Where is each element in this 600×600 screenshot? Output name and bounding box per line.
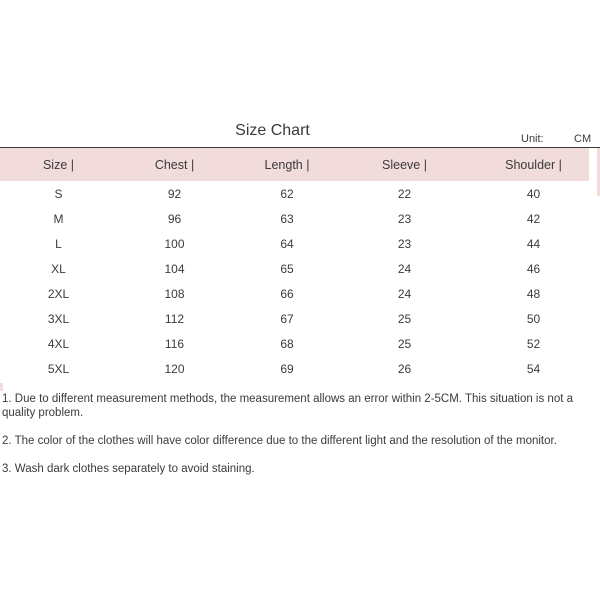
column-header-chest: Chest | — [117, 148, 232, 181]
shoulder-cell: 50 — [467, 306, 600, 331]
chest-cell: 92 — [117, 181, 232, 206]
table-header-row: Size | Chest | Length | Sleeve | Shoulde… — [0, 148, 600, 181]
table-row: 5XL 120 69 26 54 — [0, 356, 600, 381]
chest-cell: 108 — [117, 281, 232, 306]
length-cell: 68 — [232, 331, 342, 356]
sleeve-cell: 25 — [342, 331, 467, 356]
column-header-length: Length | — [232, 148, 342, 181]
shoulder-cell: 46 — [467, 256, 600, 281]
table-row: M 96 63 23 42 — [0, 206, 600, 231]
size-cell: S — [0, 181, 117, 206]
sleeve-cell: 24 — [342, 281, 467, 306]
table-row: 3XL 112 67 25 50 — [0, 306, 600, 331]
shoulder-cell: 44 — [467, 231, 600, 256]
column-header-shoulder: Shoulder | — [467, 148, 600, 181]
chest-cell: 104 — [117, 256, 232, 281]
size-cell: 2XL — [0, 281, 117, 306]
sleeve-cell: 26 — [342, 356, 467, 381]
length-cell: 62 — [232, 181, 342, 206]
sleeve-cell: 25 — [342, 306, 467, 331]
page-title: Size Chart — [235, 122, 310, 139]
sleeve-cell: 24 — [342, 256, 467, 281]
header-band-gap — [589, 148, 597, 181]
shoulder-cell: 54 — [467, 356, 600, 381]
note-3: 3. Wash dark clothes separately to avoid… — [2, 463, 255, 475]
shoulder-cell: 40 — [467, 181, 600, 206]
note-1: 1. Due to different measurement methods,… — [2, 393, 574, 419]
chest-cell: 120 — [117, 356, 232, 381]
right-edge-artifact — [597, 148, 600, 196]
table-row: L 100 64 23 44 — [0, 231, 600, 256]
column-header-size: Size | — [0, 148, 117, 181]
chest-cell: 100 — [117, 231, 232, 256]
size-cell: M — [0, 206, 117, 231]
shoulder-cell: 48 — [467, 281, 600, 306]
unit-label: Unit: — [521, 133, 544, 145]
size-cell: 4XL — [0, 331, 117, 356]
left-edge-artifact — [0, 383, 3, 391]
column-header-sleeve: Sleeve | — [342, 148, 467, 181]
length-cell: 65 — [232, 256, 342, 281]
unit-value: CM — [574, 133, 592, 145]
table-row: S 92 62 22 40 — [0, 181, 600, 206]
note-2: 2. The color of the clothes will have co… — [2, 435, 557, 447]
header-divider — [0, 147, 600, 148]
notes-section: 1. Due to different measurement methods,… — [2, 392, 600, 490]
table-row: XL 104 65 24 46 — [0, 256, 600, 281]
length-cell: 67 — [232, 306, 342, 331]
sleeve-cell: 23 — [342, 206, 467, 231]
chest-cell: 112 — [117, 306, 232, 331]
length-cell: 63 — [232, 206, 342, 231]
chest-cell: 116 — [117, 331, 232, 356]
table-row: 2XL 108 66 24 48 — [0, 281, 600, 306]
chest-cell: 96 — [117, 206, 232, 231]
size-cell: L — [0, 231, 117, 256]
sleeve-cell: 23 — [342, 231, 467, 256]
length-cell: 64 — [232, 231, 342, 256]
size-table: Size | Chest | Length | Sleeve | Shoulde… — [0, 148, 600, 381]
size-cell: 3XL — [0, 306, 117, 331]
size-cell: 5XL — [0, 356, 117, 381]
shoulder-cell: 52 — [467, 331, 600, 356]
length-cell: 69 — [232, 356, 342, 381]
sleeve-cell: 22 — [342, 181, 467, 206]
table-row: 4XL 116 68 25 52 — [0, 331, 600, 356]
shoulder-cell: 42 — [467, 206, 600, 231]
length-cell: 66 — [232, 281, 342, 306]
size-cell: XL — [0, 256, 117, 281]
